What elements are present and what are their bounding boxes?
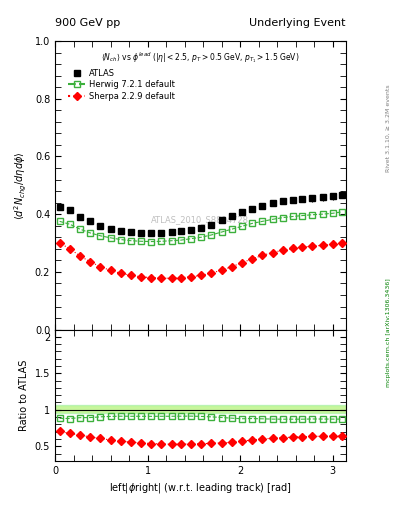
Bar (55, 406, 346, 412)
Y-axis label: $\langle d^2 N_{chg}/d\eta d\phi \rangle$: $\langle d^2 N_{chg}/d\eta d\phi \rangle… (13, 151, 29, 220)
Text: mcplots.cern.ch [arXiv:1306.3436]: mcplots.cern.ch [arXiv:1306.3436] (386, 279, 391, 387)
Bar (55, 404, 346, 413)
Legend: ATLAS, Herwig 7.2.1 default, Sherpa 2.2.9 default: ATLAS, Herwig 7.2.1 default, Sherpa 2.2.… (65, 66, 178, 104)
Text: ATLAS_2010_S8894728: ATLAS_2010_S8894728 (151, 216, 250, 224)
Text: Rivet 3.1.10, ≥ 3.2M events: Rivet 3.1.10, ≥ 3.2M events (386, 84, 391, 172)
Y-axis label: Ratio to ATLAS: Ratio to ATLAS (19, 359, 29, 431)
X-axis label: left$|\phi$right$|$ (w.r.t. leading track) [rad]: left$|\phi$right$|$ (w.r.t. leading trac… (109, 481, 292, 495)
Text: 900 GeV pp: 900 GeV pp (55, 18, 120, 28)
Text: Underlying Event: Underlying Event (249, 18, 346, 28)
Text: $\langle N_{ch}\rangle$ vs $\phi^{lead}$ ($|\eta| < 2.5$, $p_T > 0.5$ GeV, $p_{T: $\langle N_{ch}\rangle$ vs $\phi^{lead}$… (101, 50, 300, 65)
